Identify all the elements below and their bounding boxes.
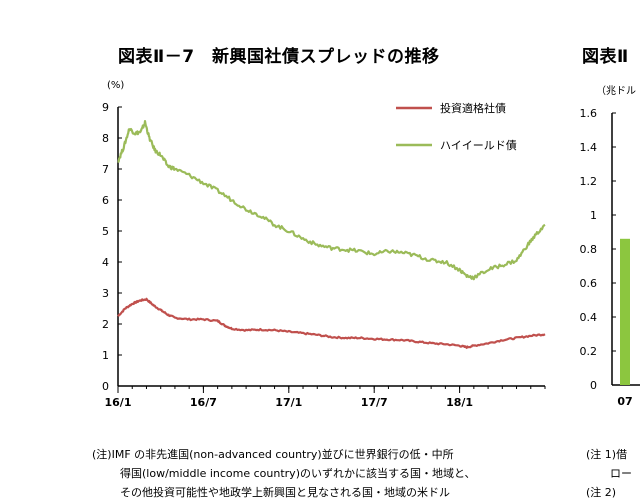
right-y-tick-label: 0.4 (580, 311, 598, 324)
left-y-tick-label: 9 (102, 101, 109, 114)
legend-label: ハイイールド債 (440, 138, 517, 152)
left-y-tick-label: 1 (102, 349, 109, 362)
left-y-tick-label: 6 (102, 194, 109, 207)
left-y-tick-label: 3 (102, 287, 109, 300)
right-y-tick-label: 0.6 (580, 277, 598, 290)
right-y-tick-label: 1 (590, 209, 597, 222)
left-note-line-1: (注)IMF の非先進国(non-advanced country)並びに世界銀… (92, 445, 476, 464)
left-x-tick-label: 17/1 (275, 396, 302, 409)
right-y-tick-label: 1.4 (580, 141, 598, 154)
left-note-line-2: 得国(low/middle income country)のいずれかに該当する国… (92, 464, 476, 483)
left-y-tick-label: 0 (102, 380, 109, 393)
left-y-tick-label: 4 (102, 256, 109, 269)
right-chart-bars: 07 (617, 239, 632, 408)
series-line-investment-grade (118, 299, 545, 348)
right-y-tick-label: 1.2 (580, 175, 598, 188)
left-notes: (注)IMF の非先進国(non-advanced country)並びに世界銀… (92, 445, 476, 502)
left-x-tick-label: 16/1 (105, 396, 132, 409)
left-y-tick-label: 2 (102, 318, 109, 331)
left-y-tick-label: 5 (102, 225, 109, 238)
right-notes: (注 1)借 ロー (注 2) (586, 445, 632, 502)
bar (620, 239, 630, 385)
right-y-tick-label: 0.2 (580, 345, 598, 358)
right-y-tick-label: 1.6 (580, 107, 598, 120)
right-x-tick-label: 07 (617, 395, 632, 408)
right-chart-axes: 0 0.2 0.4 0.6 0.8 1 1.2 1.4 1.6 (580, 107, 640, 392)
legend-label: 投資適格社債 (440, 101, 506, 115)
left-x-tick-label: 17/7 (361, 396, 388, 409)
right-y-tick-label: 0 (590, 379, 597, 392)
right-note-line-2: ロー (586, 464, 632, 483)
right-note-line-1: (注 1)借 (586, 445, 632, 464)
left-x-tick-label: 16/7 (190, 396, 217, 409)
left-chart-series (118, 121, 545, 348)
right-y-tick-label: 0.8 (580, 243, 598, 256)
left-x-tick-label: 18/1 (446, 396, 473, 409)
left-y-tick-label: 8 (102, 132, 109, 145)
left-y-tick-label: 7 (102, 163, 109, 176)
